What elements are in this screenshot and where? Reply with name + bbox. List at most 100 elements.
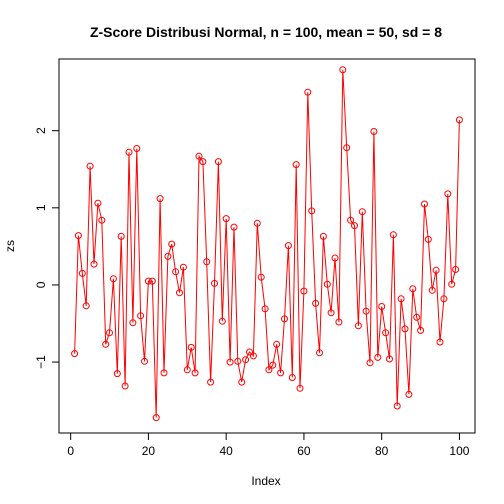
x-axis: 0 20 40 60 80 100	[67, 433, 470, 458]
plot-frame	[58, 58, 476, 434]
data-point	[312, 299, 320, 307]
data-point	[121, 382, 129, 390]
data-point	[413, 313, 421, 321]
data-point	[257, 273, 265, 281]
data-point	[378, 303, 386, 310]
data-point	[176, 289, 183, 297]
data-point	[199, 158, 207, 166]
data-point	[168, 240, 176, 248]
data-point	[424, 235, 432, 243]
data-point	[374, 353, 382, 361]
data-point	[137, 312, 145, 320]
data-point	[90, 260, 98, 268]
data-point	[261, 305, 269, 313]
data-point	[253, 219, 261, 227]
y-tick-label: 2	[34, 127, 48, 134]
y-axis: −1 0 1 2	[34, 127, 59, 369]
data-point	[319, 232, 327, 240]
data-point	[370, 128, 378, 135]
data-point	[354, 322, 362, 330]
data-point	[172, 268, 180, 276]
data-point	[230, 223, 238, 231]
data-point	[238, 378, 246, 386]
data-point	[409, 285, 417, 293]
data-point	[144, 277, 152, 285]
data-point	[393, 402, 401, 410]
x-axis-label: Index	[251, 474, 280, 488]
data-point	[358, 208, 366, 216]
data-point	[405, 390, 413, 398]
data-point	[284, 242, 292, 250]
data-point	[323, 280, 331, 288]
data-point	[417, 326, 425, 334]
data-point	[71, 350, 79, 358]
data-point	[421, 200, 428, 208]
x-tick-label: 100	[449, 444, 469, 458]
data-point	[265, 366, 273, 374]
data-point	[366, 359, 374, 367]
data-point	[218, 317, 226, 325]
data-point	[292, 161, 300, 169]
data-point	[436, 338, 444, 346]
data-point	[125, 148, 133, 156]
data-point	[113, 370, 121, 378]
data-point	[308, 207, 316, 215]
data-point	[269, 361, 277, 369]
data-point	[300, 287, 308, 295]
data-point	[397, 295, 405, 303]
data-point	[389, 231, 397, 239]
chart-title: Z-Score Distribusi Normal, n = 100, mean…	[90, 24, 442, 40]
x-tick-label: 0	[67, 444, 74, 458]
data-point	[78, 269, 86, 277]
data-point	[117, 232, 125, 240]
data-point	[304, 88, 312, 96]
data-point	[246, 348, 253, 356]
data-point	[428, 286, 436, 294]
data-point	[179, 263, 187, 271]
data-point	[288, 374, 296, 381]
data-point	[183, 366, 191, 374]
data-point	[156, 195, 164, 203]
data-point	[335, 318, 343, 326]
data-point	[331, 254, 339, 262]
data-point	[432, 266, 440, 274]
data-point	[211, 279, 218, 287]
data-point	[214, 158, 222, 166]
data-point	[207, 378, 215, 386]
data-point	[455, 116, 463, 124]
data-point	[129, 319, 137, 327]
data-point	[382, 329, 390, 337]
data-point	[362, 307, 370, 315]
data-point	[86, 162, 94, 170]
data-point	[191, 369, 199, 377]
data-point	[141, 357, 148, 365]
data-point	[343, 144, 351, 152]
x-tick-label: 80	[375, 444, 389, 458]
data-point	[94, 199, 102, 207]
data-point	[148, 277, 156, 285]
data-point	[106, 329, 113, 337]
y-axis-label: zs	[3, 240, 17, 252]
y-tick-label: −1	[34, 355, 48, 369]
data-point	[316, 349, 323, 357]
data-point	[249, 352, 257, 360]
y-tick-label: 0	[34, 281, 48, 288]
series-line	[74, 69, 460, 418]
data-point	[164, 252, 172, 260]
data-point	[444, 190, 452, 198]
data-point	[281, 315, 288, 323]
data-point	[242, 356, 250, 364]
data-point	[452, 266, 460, 273]
data-point	[277, 369, 285, 377]
data-point	[222, 215, 230, 223]
data-point	[339, 66, 347, 74]
data-point	[234, 357, 242, 365]
data-point	[273, 340, 281, 348]
data-point	[195, 152, 203, 160]
data-point	[98, 216, 106, 224]
x-tick-label: 60	[297, 444, 311, 458]
data-point	[347, 216, 355, 224]
data-point	[440, 295, 448, 303]
data-point	[226, 358, 234, 366]
